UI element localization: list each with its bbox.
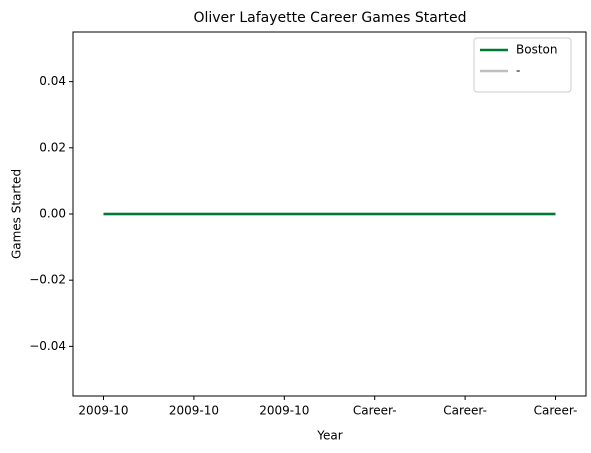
y-tick-label: 0.00 [39,207,66,221]
y-axis-label: Games Started [10,169,24,259]
x-tick-label: Career- [353,404,397,418]
y-tick-label: 0.02 [39,140,66,154]
x-tick-label: 2009-10 [169,404,219,418]
x-tick-label: 2009-10 [259,404,309,418]
plot-frame [72,31,587,397]
y-tick-label: −0.02 [29,273,66,287]
x-tick-label: Career- [443,404,487,418]
x-tick-label: 2009-10 [78,404,128,418]
legend-label: Boston [516,43,557,57]
y-tick-label: −0.04 [29,339,66,353]
legend-label: - [516,64,520,78]
chart-title: Oliver Lafayette Career Games Started [193,10,466,26]
y-tick-label: 0.04 [39,74,66,88]
legend-box [473,37,572,93]
x-axis-label: Year [316,429,342,443]
x-tick-label: Career- [534,404,578,418]
